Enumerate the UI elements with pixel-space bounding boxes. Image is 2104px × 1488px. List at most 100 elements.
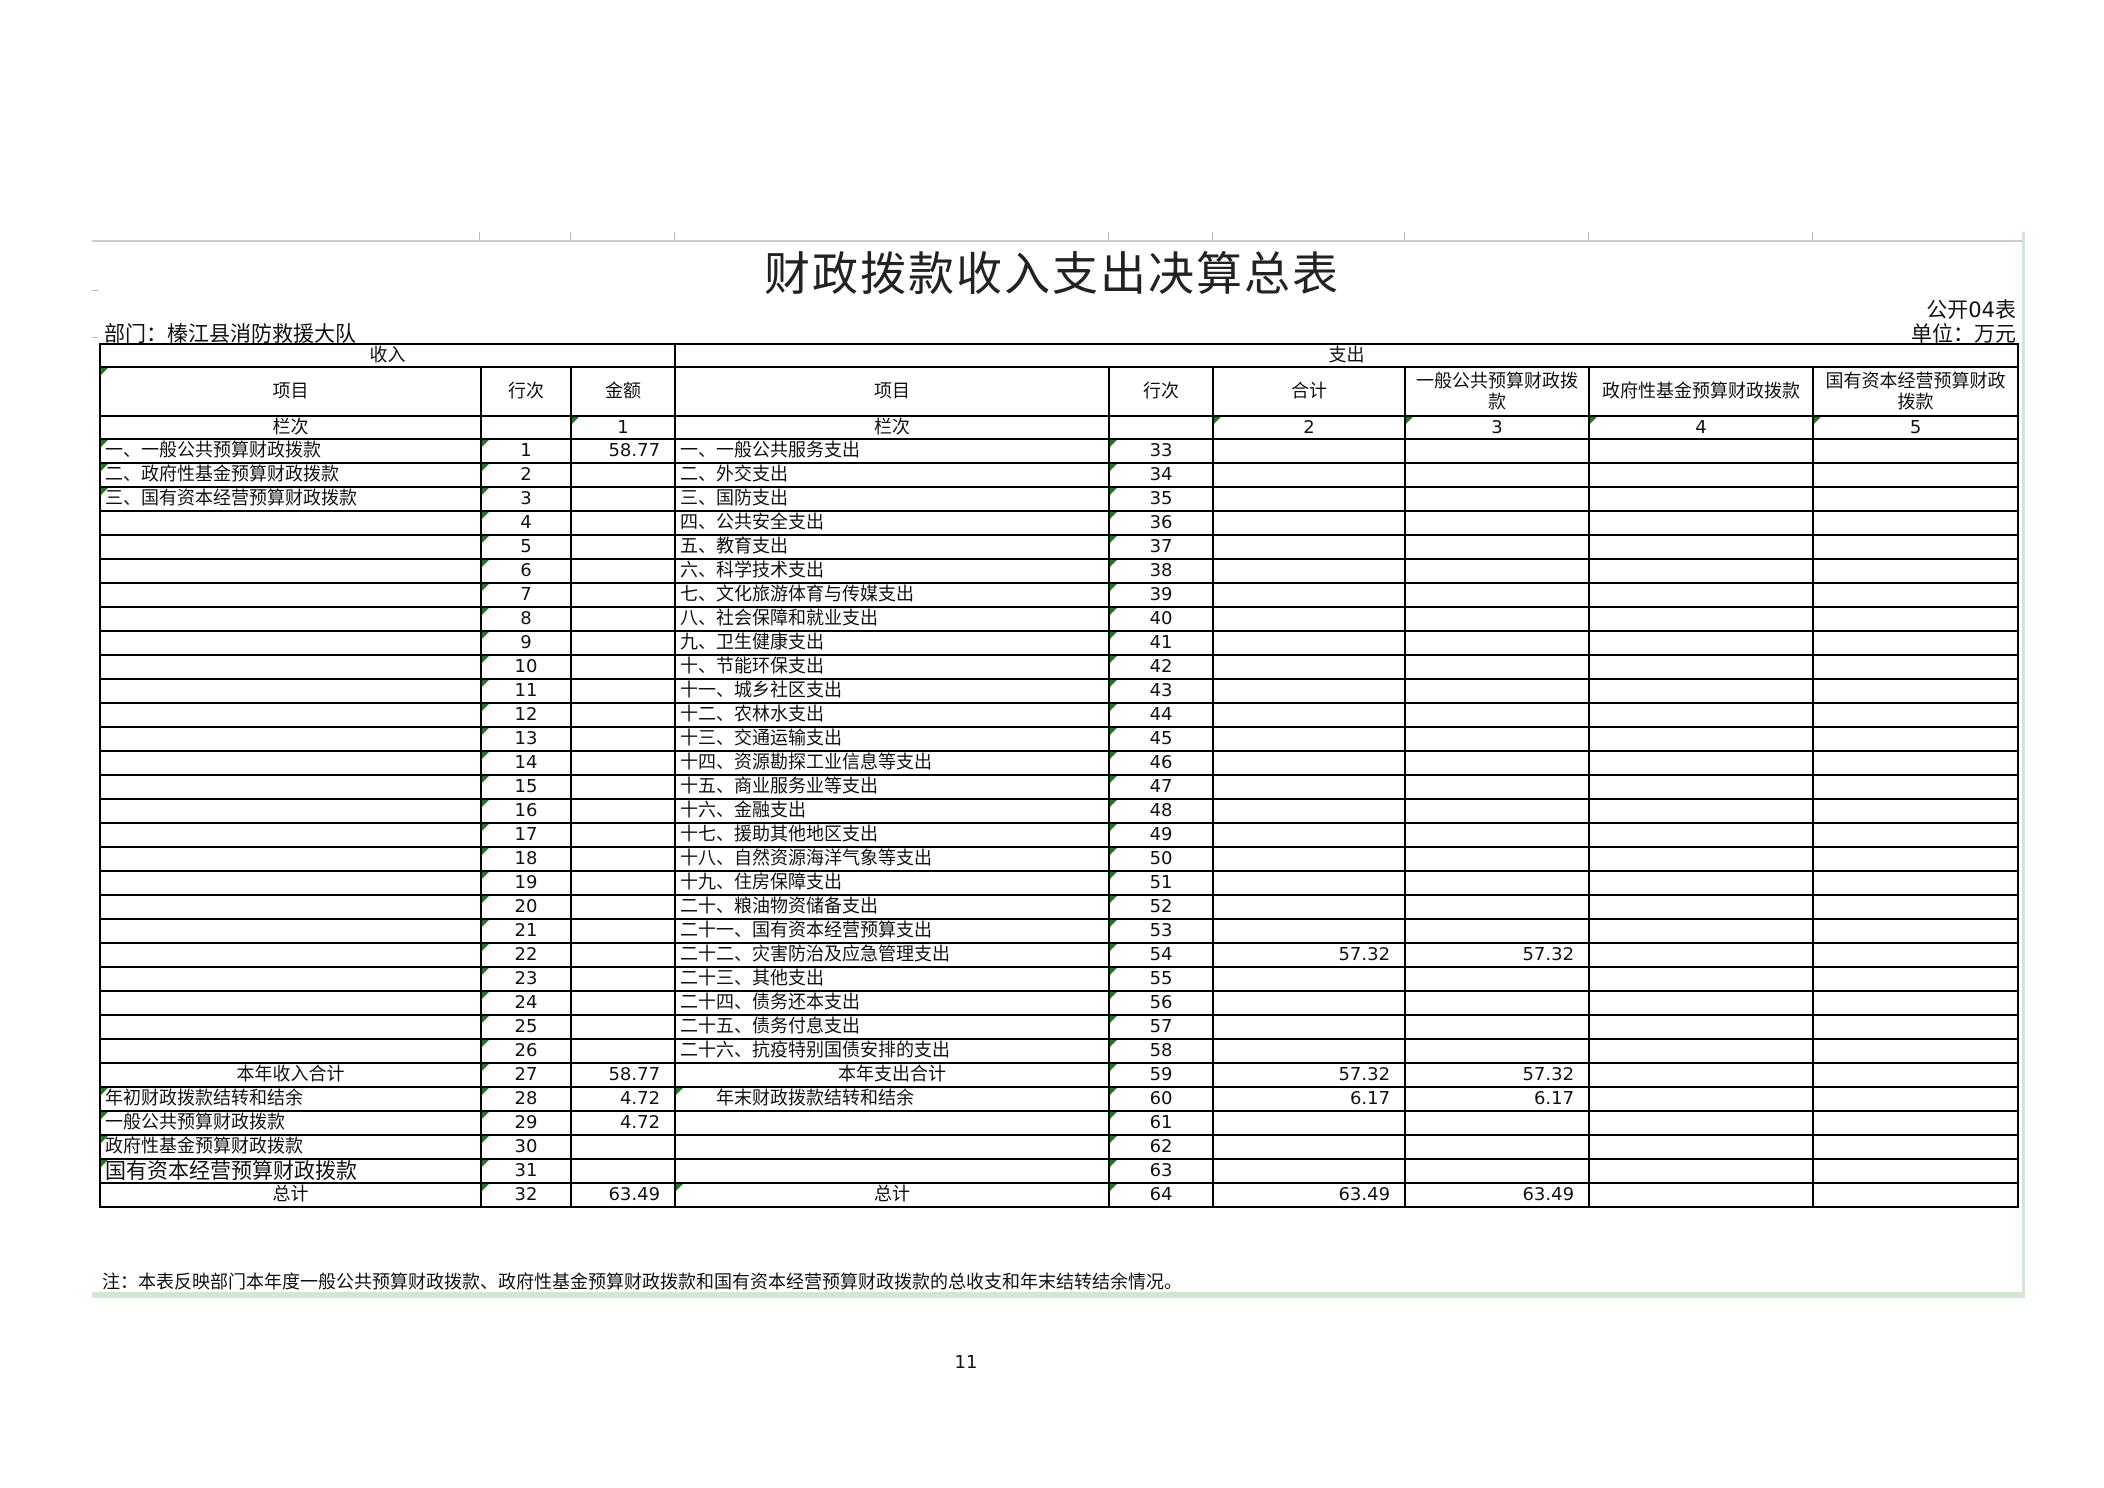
cell-gov-fund	[1588, 1014, 1815, 1040]
index-expense-line	[1108, 415, 1215, 440]
cell-expense-line: 48	[1108, 798, 1215, 824]
cell-income-line: 26	[480, 1038, 572, 1064]
cell-expense-line: 45	[1108, 726, 1215, 752]
cell-income-line: 27	[480, 1062, 572, 1088]
cell-total: 57.32	[1212, 942, 1407, 968]
cell-expense-item: 十二、农林水支出	[674, 702, 1111, 728]
table-row: 18 十八、自然资源海洋气象等支出 50	[99, 846, 2020, 872]
cell-general-budget	[1404, 510, 1591, 536]
cell-soe-budget	[1812, 1110, 2020, 1136]
cell-gov-fund	[1588, 894, 1815, 920]
cell-expense-item: 二十四、债务还本支出	[674, 990, 1111, 1016]
cell-expense-item: 四、公共安全支出	[674, 510, 1111, 536]
cell-expense-line: 38	[1108, 558, 1215, 584]
table-row: 20 二十、粮油物资储备支出 52	[99, 894, 2020, 920]
cell-general-budget	[1404, 534, 1591, 560]
cell-income-item	[99, 750, 482, 776]
cell-expense-item: 九、卫生健康支出	[674, 630, 1111, 656]
table-row: 一般公共预算财政拨款 29 4.72 61	[99, 1110, 2020, 1136]
cell-income-item	[99, 942, 482, 968]
cell-income-amount	[569, 702, 677, 728]
cell-income-line: 10	[480, 654, 572, 680]
cell-total	[1212, 606, 1407, 632]
cell-expense-item: 年末财政拨款结转和结余	[674, 1086, 1111, 1112]
cell-expense-item: 十八、自然资源海洋气象等支出	[674, 846, 1111, 872]
cell-income-item	[99, 822, 482, 848]
cell-income-line: 8	[480, 606, 572, 632]
cell-expense-item: 二十五、债务付息支出	[674, 1014, 1111, 1040]
cell-income-line: 29	[480, 1110, 572, 1136]
expense-section-header: 支出	[674, 343, 2020, 368]
cell-income-amount	[569, 462, 677, 488]
cell-gov-fund	[1588, 1134, 1815, 1160]
cell-expense-item: 十四、资源勘探工业信息等支出	[674, 750, 1111, 776]
cell-total	[1212, 918, 1407, 944]
table-row: 总计 32 63.49 总计 64 63.49 63.49	[99, 1182, 2020, 1208]
cell-income-line: 5	[480, 534, 572, 560]
cell-total	[1212, 462, 1407, 488]
cell-general-budget	[1404, 1110, 1591, 1136]
cell-income-item: 年初财政拨款结转和结余	[99, 1086, 482, 1112]
cell-income-amount	[569, 654, 677, 680]
cell-income-amount	[569, 966, 677, 992]
row-header-tick	[92, 337, 98, 338]
cell-expense-item: 一、一般公共服务支出	[674, 438, 1111, 464]
cell-soe-budget	[1812, 726, 2020, 752]
cell-total	[1212, 678, 1407, 704]
cell-general-budget	[1404, 918, 1591, 944]
cell-expense-item: 十六、金融支出	[674, 798, 1111, 824]
cell-income-item	[99, 558, 482, 584]
cell-income-amount	[569, 1158, 677, 1184]
cell-total: 63.49	[1212, 1182, 1407, 1208]
cell-total: 6.17	[1212, 1086, 1407, 1112]
cell-expense-line: 62	[1108, 1134, 1215, 1160]
cell-general-budget: 57.32	[1404, 1062, 1591, 1088]
cell-income-amount	[569, 630, 677, 656]
cell-gov-fund	[1588, 990, 1815, 1016]
table-note: 注：本表反映部门本年度一般公共预算财政拨款、政府性基金预算财政拨款和国有资本经营…	[102, 1272, 1182, 1293]
header-gov-fund: 政府性基金预算财政拨款	[1588, 366, 1815, 417]
cell-expense-item: 五、教育支出	[674, 534, 1111, 560]
cell-expense-line: 44	[1108, 702, 1215, 728]
column-index-row: 栏次 1 栏次 2 3 4 5	[99, 415, 2020, 440]
cell-soe-budget	[1812, 606, 2020, 632]
cell-total	[1212, 1134, 1407, 1160]
cell-income-line: 13	[480, 726, 572, 752]
cell-gov-fund	[1588, 966, 1815, 992]
cell-total	[1212, 822, 1407, 848]
table-row: 23 二十三、其他支出 55	[99, 966, 2020, 992]
cell-income-line: 20	[480, 894, 572, 920]
cell-income-amount	[569, 918, 677, 944]
cell-gov-fund	[1588, 942, 1815, 968]
index-expense-item: 栏次	[674, 415, 1111, 440]
cell-expense-line: 47	[1108, 774, 1215, 800]
index-soe: 5	[1812, 415, 2020, 440]
cell-soe-budget	[1812, 870, 2020, 896]
cell-expense-line: 49	[1108, 822, 1215, 848]
cell-expense-item: 十三、交通运输支出	[674, 726, 1111, 752]
table-row: 三、国有资本经营预算财政拨款 3 三、国防支出 35	[99, 486, 2020, 512]
cell-income-item	[99, 1014, 482, 1040]
cell-expense-item: 二十、粮油物资储备支出	[674, 894, 1111, 920]
cell-general-budget	[1404, 798, 1591, 824]
cell-total	[1212, 630, 1407, 656]
cell-expense-line: 43	[1108, 678, 1215, 704]
cell-soe-budget	[1812, 438, 2020, 464]
cell-expense-item: 本年支出合计	[674, 1062, 1111, 1088]
cell-gov-fund	[1588, 702, 1815, 728]
cell-income-amount	[569, 678, 677, 704]
cell-expense-line: 56	[1108, 990, 1215, 1016]
cell-soe-budget	[1812, 1134, 2020, 1160]
table-row: 22 二十二、灾害防治及应急管理支出 54 57.32 57.32	[99, 942, 2020, 968]
cell-expense-line: 41	[1108, 630, 1215, 656]
cell-expense-line: 46	[1108, 750, 1215, 776]
cell-expense-line: 39	[1108, 582, 1215, 608]
cell-total	[1212, 990, 1407, 1016]
cell-income-item	[99, 654, 482, 680]
cell-gov-fund	[1588, 1086, 1815, 1112]
cell-gov-fund	[1588, 462, 1815, 488]
cell-expense-item: 二、外交支出	[674, 462, 1111, 488]
cell-general-budget	[1404, 990, 1591, 1016]
cell-income-item: 本年收入合计	[99, 1062, 482, 1088]
cell-general-budget	[1404, 1134, 1591, 1160]
